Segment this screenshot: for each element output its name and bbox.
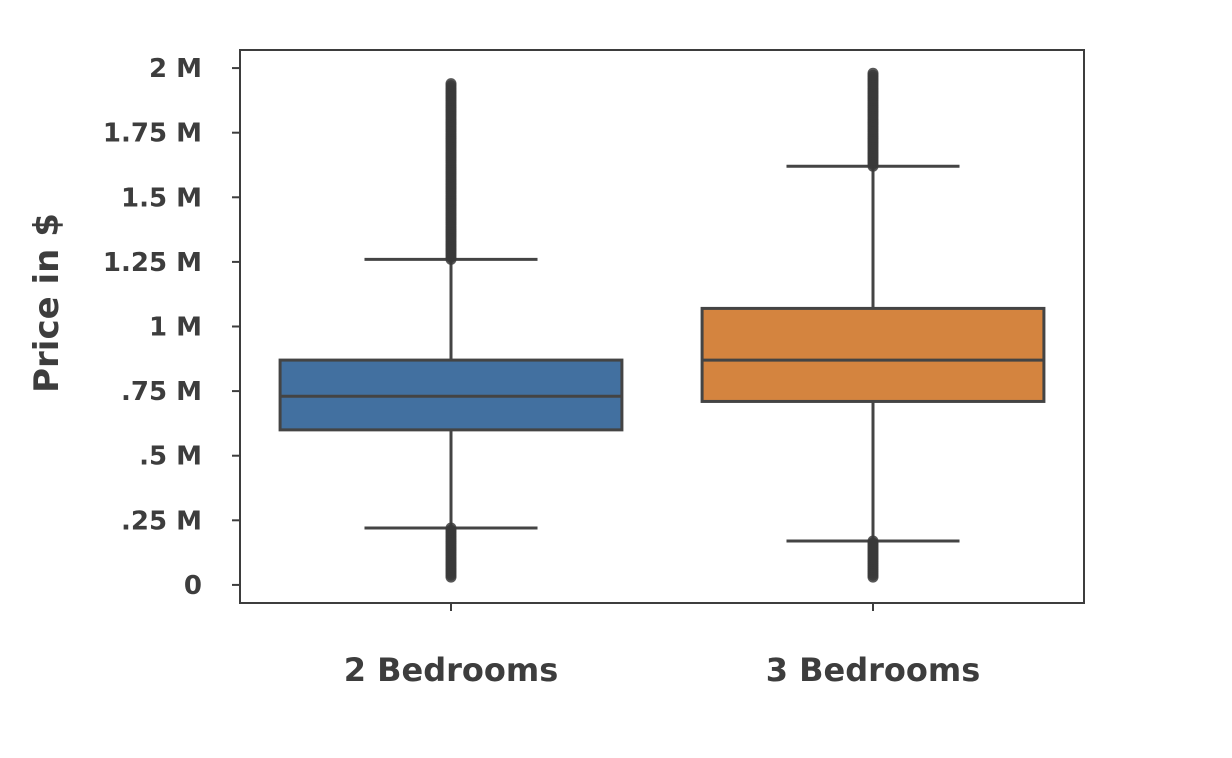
outlier-point-high [867,67,879,79]
box-group [278,78,624,583]
y-tick-label: 1.5 M [121,183,202,213]
outlier-point-high [445,78,457,90]
box-group [700,67,1046,583]
y-axis-title: Price in $ [27,213,67,393]
boxes-layer [278,67,1046,583]
y-tick-label: 0 [184,571,202,601]
x-tick-label: 3 Bedrooms [766,651,981,689]
y-tick-label: 2 M [149,54,202,84]
outlier-point-low [445,522,457,534]
x-axis: 2 Bedrooms 3 Bedrooms [344,603,981,689]
x-tick-label: 2 Bedrooms [344,651,559,689]
y-tick-label: 1 M [149,313,202,343]
outlier-point-low [867,535,879,547]
y-tick-label: 1.25 M [103,248,202,278]
y-axis: 0 .25 M .5 M .75 M 1 M 1.25 M 1.5 M 1.75 M 2 M [103,54,240,601]
iqr-box [700,306,1046,403]
y-tick-label: .5 M [139,442,202,472]
y-tick-label: .25 M [121,506,202,536]
y-tick-label: 1.75 M [103,119,202,149]
y-tick-label: .75 M [121,377,202,407]
